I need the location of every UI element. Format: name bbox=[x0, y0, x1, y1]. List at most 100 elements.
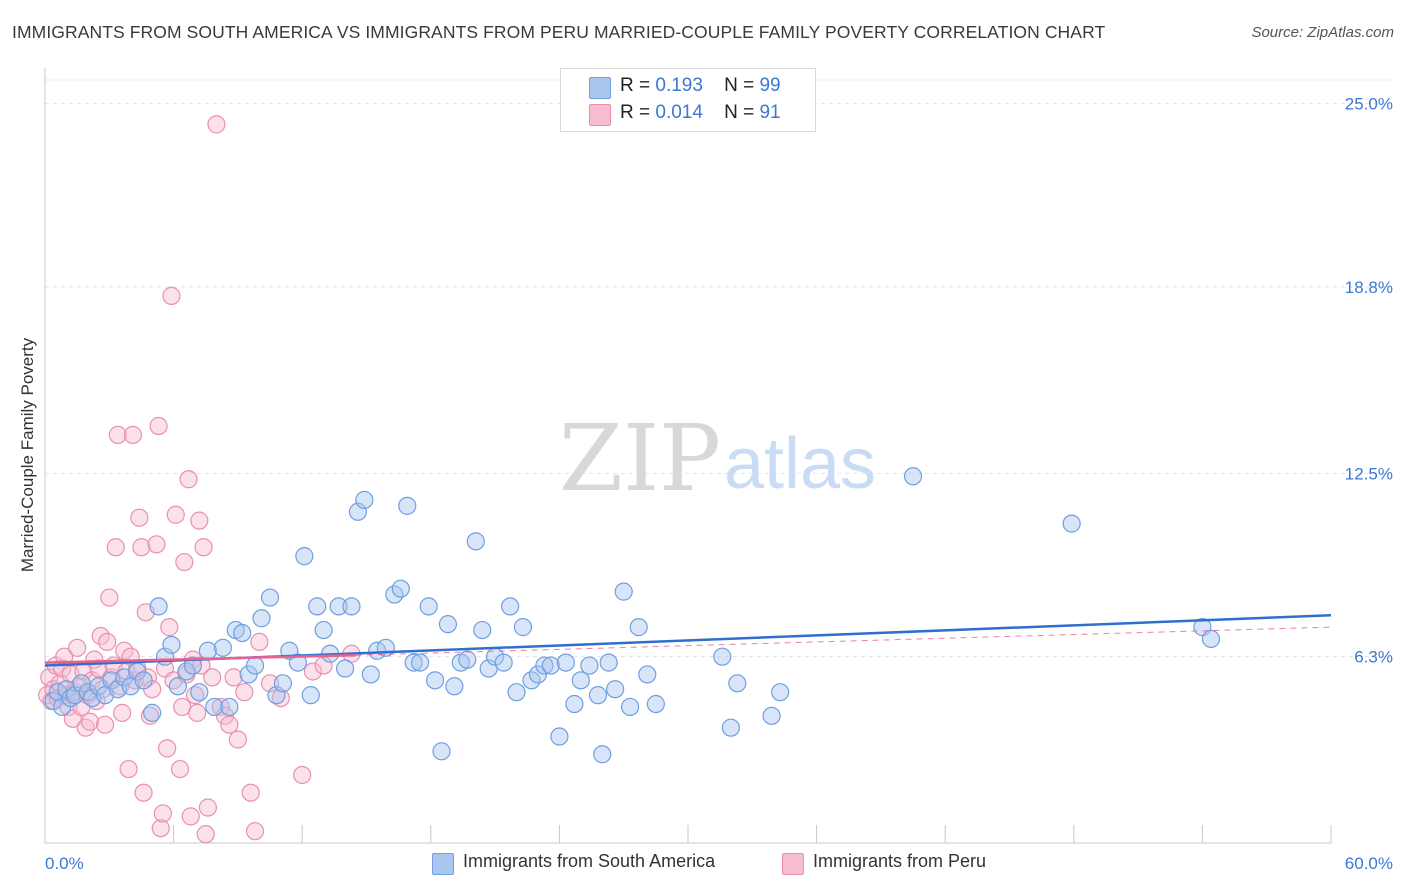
south-america-point bbox=[288, 653, 308, 672]
south-america-point bbox=[762, 706, 781, 725]
south-america-point bbox=[398, 496, 417, 515]
south-america-point bbox=[1062, 514, 1081, 533]
peru-trend-extension bbox=[355, 626, 1332, 656]
south-america-point bbox=[143, 703, 162, 722]
south-america-point bbox=[183, 656, 202, 675]
peru-point bbox=[80, 712, 100, 731]
south-america-point bbox=[410, 653, 430, 672]
peru-point bbox=[123, 425, 142, 444]
watermark-atlas: atlas bbox=[724, 424, 876, 504]
south-america-point bbox=[550, 727, 569, 746]
south-america-point bbox=[771, 683, 790, 702]
peru-point bbox=[119, 759, 138, 779]
south-america-point bbox=[728, 674, 747, 693]
south-america-point bbox=[614, 582, 633, 601]
south-america-point bbox=[72, 674, 91, 693]
peru-point bbox=[134, 783, 153, 802]
south-america-point bbox=[361, 665, 380, 684]
south-america-point bbox=[168, 677, 187, 696]
south-america-point bbox=[458, 650, 477, 669]
south-america-point bbox=[149, 597, 168, 616]
south-america-point bbox=[404, 653, 423, 672]
south-america-point bbox=[355, 490, 374, 510]
gridlines bbox=[45, 79, 1392, 658]
peru-point bbox=[250, 632, 269, 651]
south-america-point bbox=[494, 653, 513, 672]
south-america-point bbox=[903, 467, 923, 486]
peru-point bbox=[235, 683, 254, 702]
peru-point bbox=[147, 535, 166, 554]
south-america-point bbox=[329, 597, 348, 616]
peru-point bbox=[113, 703, 132, 722]
peru-trend-line bbox=[44, 653, 356, 664]
south-america-point bbox=[260, 588, 280, 607]
south-america-point bbox=[335, 659, 355, 678]
south-america-point bbox=[220, 697, 239, 717]
south-america-point bbox=[342, 597, 361, 616]
peru-point bbox=[190, 511, 209, 530]
south-america-point bbox=[535, 656, 554, 675]
peru-point bbox=[95, 715, 115, 734]
watermark-zip: ZIP bbox=[559, 405, 721, 512]
south-america-point bbox=[267, 686, 286, 705]
peru-point bbox=[203, 668, 222, 687]
peru-point bbox=[68, 638, 87, 657]
peru-point bbox=[106, 538, 125, 557]
south-america-point bbox=[588, 686, 608, 705]
peru-point bbox=[100, 588, 119, 607]
peru-point bbox=[170, 759, 190, 779]
south-america-point bbox=[314, 620, 333, 640]
south-america-point bbox=[646, 694, 665, 714]
peru-point bbox=[241, 783, 260, 802]
south-america-point bbox=[599, 653, 618, 672]
south-america-point bbox=[438, 615, 458, 634]
peru-point bbox=[158, 739, 177, 758]
south-america-point bbox=[606, 680, 625, 699]
legend-n-label: N = bbox=[724, 102, 755, 123]
south-america-point bbox=[556, 653, 575, 672]
x-tick-label: 0.0% bbox=[45, 854, 84, 873]
peru-point bbox=[260, 674, 280, 693]
south-america-point bbox=[501, 597, 520, 616]
peru-point bbox=[130, 508, 149, 527]
south-america-point bbox=[629, 618, 648, 637]
south-america-point bbox=[213, 638, 232, 657]
legend-r-value: 0.193 bbox=[655, 75, 703, 96]
south-america-point bbox=[638, 665, 657, 684]
south-america-point bbox=[445, 677, 464, 696]
south-america-point bbox=[162, 635, 181, 654]
south-america-point bbox=[419, 597, 438, 616]
peru-point bbox=[224, 668, 243, 687]
south-america-point bbox=[273, 674, 293, 693]
peru-point bbox=[196, 825, 215, 844]
peru-point bbox=[132, 538, 151, 557]
south-america-point bbox=[190, 683, 209, 702]
peru-point bbox=[153, 804, 172, 823]
y-tick-label: 6.3% bbox=[1354, 648, 1393, 667]
peru-point bbox=[108, 425, 127, 444]
peru-point bbox=[198, 798, 217, 817]
legend-swatch-south-america bbox=[589, 77, 611, 99]
peru-point bbox=[228, 730, 247, 749]
chart-title: IMMIGRANTS FROM SOUTH AMERICA VS IMMIGRA… bbox=[12, 22, 1106, 42]
south-america-point bbox=[239, 665, 258, 684]
south-america-point bbox=[348, 502, 368, 521]
south-america-point bbox=[473, 620, 492, 640]
y-tick-label: 12.5% bbox=[1345, 464, 1393, 483]
bottom-legend-label-peru: Immigrants from Peru bbox=[813, 851, 987, 871]
south-america-point bbox=[507, 683, 526, 702]
peru-point bbox=[149, 416, 168, 436]
peru-point bbox=[303, 662, 323, 681]
legend-r-value: 0.014 bbox=[655, 102, 703, 123]
south-america-point bbox=[134, 671, 153, 690]
peru-point bbox=[151, 819, 170, 838]
south-america-point bbox=[391, 579, 410, 598]
peru-point bbox=[40, 668, 59, 687]
south-america-point bbox=[1201, 629, 1221, 649]
peru-point bbox=[181, 807, 200, 826]
south-america-point bbox=[565, 694, 584, 714]
south-america-point bbox=[198, 641, 217, 660]
south-america-point bbox=[721, 718, 740, 737]
south-america-point bbox=[308, 597, 327, 616]
